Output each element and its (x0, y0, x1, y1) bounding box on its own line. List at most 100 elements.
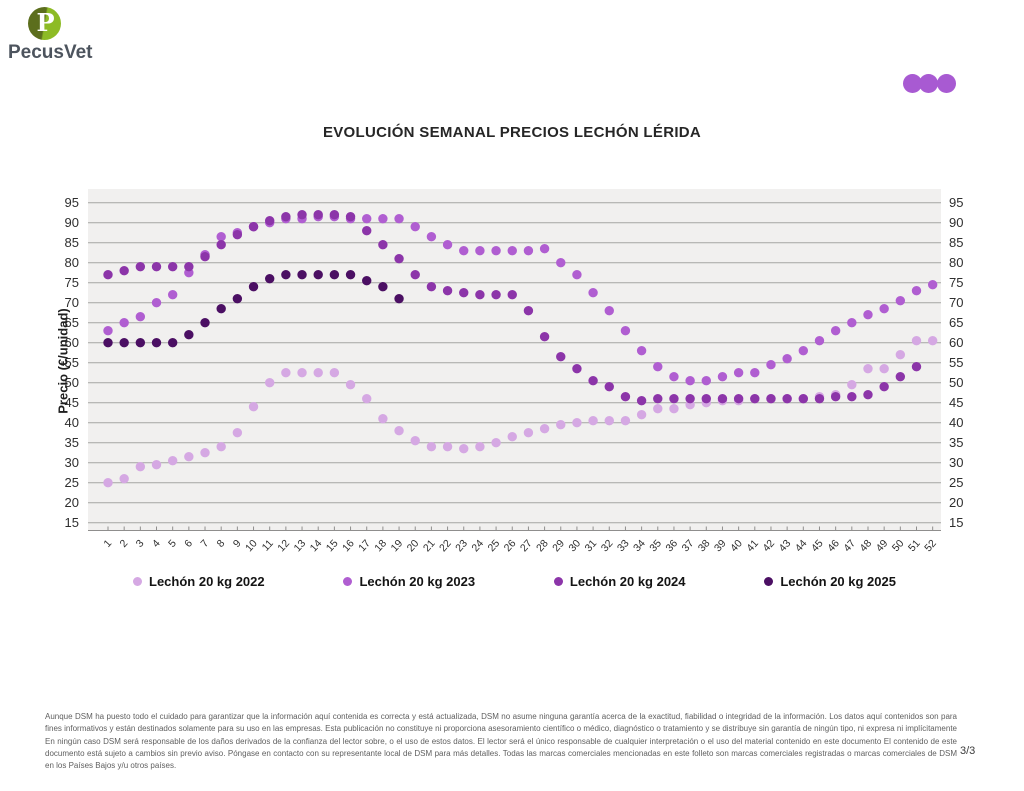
data-point (911, 286, 922, 296)
svg-text:25: 25 (949, 475, 963, 490)
data-point (362, 226, 372, 236)
svg-text:45: 45 (809, 537, 826, 554)
data-point (459, 444, 469, 454)
data-point (119, 318, 129, 328)
data-point (653, 404, 663, 414)
svg-text:3: 3 (134, 537, 147, 549)
data-point (798, 394, 809, 404)
series-lechón-20-kg-2024 (103, 210, 922, 406)
data-point (556, 420, 566, 430)
data-point (750, 394, 760, 404)
data-point (685, 394, 695, 404)
svg-text:70: 70 (949, 295, 963, 310)
svg-text:46: 46 (825, 537, 842, 554)
data-point (119, 266, 129, 276)
data-point (588, 376, 598, 386)
plot-area (88, 189, 941, 531)
data-point (669, 394, 679, 404)
svg-text:48: 48 (857, 537, 874, 554)
svg-text:31: 31 (583, 537, 600, 554)
svg-text:75: 75 (949, 275, 963, 290)
svg-text:47: 47 (841, 537, 858, 554)
data-point (216, 240, 226, 250)
svg-text:40: 40 (949, 415, 963, 430)
data-point (798, 346, 809, 356)
data-point (167, 262, 178, 272)
svg-text:33: 33 (615, 537, 632, 554)
data-point (442, 240, 453, 250)
y-axis-labels-left: 15 20 25 30 35 40 45 50 55 60 65 70 75 80 85 90 95 (65, 195, 79, 530)
data-point (103, 270, 113, 280)
y-axis-title: Precio (€/unidad) (55, 308, 71, 414)
svg-text:15: 15 (324, 537, 341, 554)
data-point (297, 368, 307, 378)
header-dot (903, 74, 922, 93)
data-point (782, 354, 792, 364)
svg-text:80: 80 (949, 255, 963, 270)
svg-text:29: 29 (550, 537, 567, 554)
data-point (394, 214, 404, 224)
svg-text:52: 52 (922, 537, 939, 554)
data-point (475, 442, 485, 452)
svg-text:16: 16 (340, 537, 357, 554)
data-point (265, 216, 275, 226)
data-point (184, 262, 194, 272)
data-point (847, 392, 857, 402)
data-point (265, 274, 275, 284)
data-point (135, 262, 146, 272)
data-point (604, 416, 614, 426)
svg-text:90: 90 (65, 215, 79, 230)
data-point (879, 304, 889, 314)
svg-text:45: 45 (949, 395, 963, 410)
svg-text:51: 51 (906, 537, 923, 554)
data-point (378, 282, 388, 292)
svg-text:41: 41 (744, 537, 761, 554)
data-point (313, 270, 323, 280)
data-point (523, 306, 534, 316)
svg-text:60: 60 (65, 335, 79, 350)
data-point (378, 414, 388, 424)
data-point (523, 246, 534, 256)
svg-text:35: 35 (65, 435, 79, 450)
data-point (863, 364, 873, 374)
data-point (216, 304, 226, 314)
data-point (394, 254, 404, 264)
disclaimer-text: Aunque DSM ha puesto todo el cuidado par… (45, 712, 957, 771)
data-point (604, 306, 614, 316)
page-title: EVOLUCIÓN SEMANAL PRECIOS LECHÓN LÉRIDA (322, 124, 702, 141)
data-point (830, 392, 841, 402)
data-point (216, 442, 226, 452)
legend-item-2023: Lechón 20 kg 2023 (343, 574, 475, 589)
data-point (345, 212, 356, 222)
svg-text:4: 4 (150, 537, 163, 549)
gridlines (88, 202, 941, 524)
data-point (135, 462, 146, 472)
logo-text: PecusVet (8, 42, 93, 63)
svg-text:50: 50 (949, 375, 963, 390)
data-point (653, 394, 663, 404)
svg-text:42: 42 (760, 537, 777, 554)
data-point (151, 298, 162, 308)
svg-text:49: 49 (874, 537, 891, 554)
svg-text:20: 20 (949, 495, 963, 510)
data-point (151, 262, 162, 272)
logo-letter: P (36, 7, 55, 37)
data-point (119, 338, 129, 348)
data-point (814, 336, 825, 346)
svg-text:44: 44 (793, 537, 810, 554)
svg-text:85: 85 (949, 235, 963, 250)
data-point (410, 222, 420, 232)
svg-text:27: 27 (518, 537, 535, 554)
data-point (151, 460, 162, 470)
svg-text:5: 5 (166, 537, 179, 549)
svg-text:34: 34 (631, 537, 648, 554)
data-point (248, 402, 259, 412)
svg-text:17: 17 (356, 537, 373, 554)
data-point (281, 270, 291, 280)
data-point (733, 368, 744, 378)
data-point (572, 270, 582, 280)
data-point (507, 432, 517, 442)
svg-text:38: 38 (696, 537, 713, 554)
svg-text:6: 6 (182, 537, 195, 549)
